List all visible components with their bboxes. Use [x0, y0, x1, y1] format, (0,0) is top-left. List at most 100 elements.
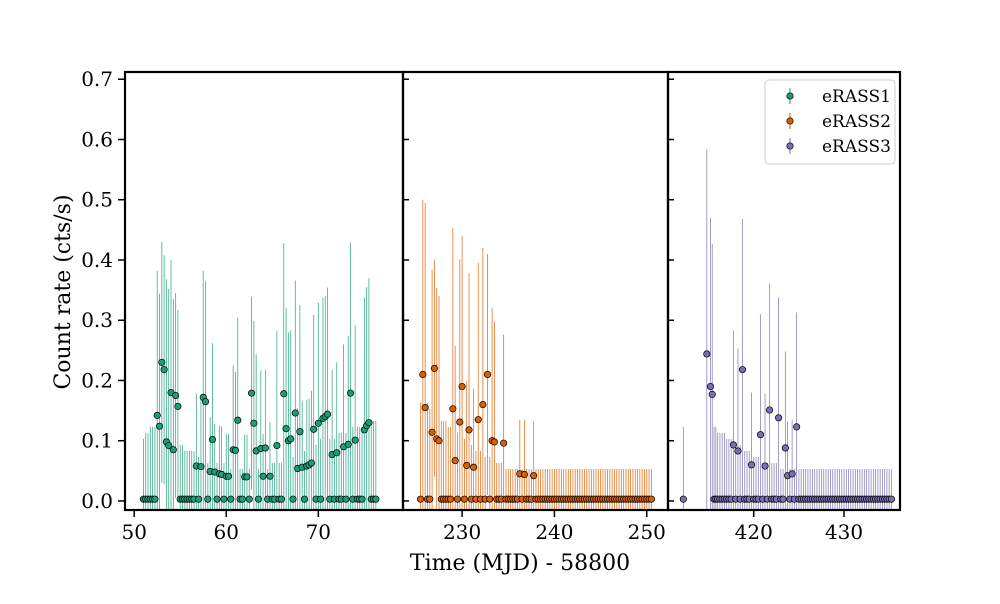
y-tick-label: 0.5 — [81, 188, 113, 212]
data-point — [220, 495, 228, 503]
data-point — [254, 495, 263, 503]
data-point — [456, 418, 464, 426]
data-point — [204, 495, 212, 503]
data-point — [238, 495, 246, 503]
data-point — [174, 402, 182, 410]
data-point — [342, 495, 350, 503]
data-point — [158, 358, 166, 366]
data-point — [747, 461, 756, 469]
data-point — [208, 435, 217, 444]
data-point — [449, 405, 457, 413]
data-point — [708, 390, 716, 398]
y-tick-label: 0.7 — [81, 67, 113, 91]
data-point — [153, 411, 161, 419]
x-axis-label: Time (MJD) - 58800 — [410, 551, 630, 576]
x-tick-label: 420 — [735, 520, 773, 544]
data-points — [416, 364, 655, 503]
panel-erass3: 420 430 — [668, 78, 895, 544]
legend-marker — [786, 142, 794, 150]
data-point — [280, 390, 288, 398]
legend: eRASS1 eRASS2 eRASS3 — [764, 79, 896, 165]
data-point — [421, 404, 429, 412]
y-axis-label: Count rate (cts/s) — [51, 194, 76, 389]
data-point — [197, 463, 205, 471]
data-point — [277, 495, 286, 503]
data-point — [165, 441, 173, 450]
data-point — [470, 463, 478, 471]
x-tick-label: 70 — [306, 520, 331, 544]
x-tick-label: 240 — [535, 520, 573, 544]
x-tick-label: 50 — [121, 520, 146, 544]
data-point — [225, 472, 233, 480]
data-point — [465, 426, 473, 434]
data-point — [458, 382, 466, 391]
y-tick-label: 0.0 — [81, 489, 113, 513]
y-tick-label: 0.2 — [81, 368, 113, 392]
data-point — [323, 410, 332, 418]
legend-marker — [786, 92, 794, 100]
data-point — [261, 444, 269, 452]
legend-label: eRASS2 — [822, 112, 891, 132]
data-point — [296, 428, 304, 436]
data-point — [775, 414, 783, 422]
x-tick-label: 250 — [628, 520, 666, 544]
data-point — [779, 495, 787, 503]
data-point — [447, 495, 455, 503]
data-point — [486, 495, 494, 503]
data-point — [500, 439, 508, 447]
data-point — [788, 470, 796, 478]
panels-layer: 50 60 70 230 240 250 420 430 0.0 0.1 0.2 0.3 0.4 0.5 0… — [81, 67, 902, 544]
legend-label: eRASS1 — [822, 87, 891, 107]
panel-erass2: 230 240 250 — [403, 78, 666, 544]
data-point — [282, 425, 290, 433]
data-point — [463, 461, 471, 469]
legend-marker — [786, 117, 794, 125]
data-point — [647, 495, 655, 503]
data-point — [419, 370, 427, 378]
y-tick-label: 0.3 — [81, 308, 113, 332]
data-point — [248, 389, 256, 397]
data-point — [761, 462, 769, 470]
data-point — [227, 495, 235, 503]
y-tick-label: 0.4 — [81, 248, 113, 272]
data-point — [243, 473, 251, 481]
data-point — [333, 449, 341, 457]
data-point — [201, 398, 210, 406]
data-points — [139, 358, 380, 503]
data-point — [351, 436, 359, 444]
data-point — [155, 422, 164, 430]
data-point — [273, 441, 281, 450]
data-point — [706, 382, 714, 391]
data-point — [793, 423, 801, 431]
data-point — [756, 431, 765, 439]
data-point — [344, 440, 352, 448]
x-tick-label: 230 — [443, 520, 481, 544]
data-point — [365, 419, 373, 427]
data-point — [300, 495, 309, 503]
data-point — [451, 457, 459, 465]
legend-label: eRASS3 — [822, 137, 891, 157]
data-point — [250, 419, 258, 427]
data-point — [887, 495, 895, 503]
data-point — [766, 406, 774, 414]
data-point — [307, 459, 315, 467]
data-point — [195, 495, 203, 503]
y-tick-label: 0.6 — [81, 127, 113, 151]
data-point — [738, 366, 747, 374]
data-point — [259, 472, 267, 480]
data-point — [703, 350, 711, 358]
legend-box — [764, 79, 896, 165]
data-point — [310, 425, 318, 433]
error-bars — [682, 149, 892, 510]
data-point — [151, 495, 159, 503]
data-point — [172, 391, 180, 400]
data-points — [679, 350, 895, 503]
data-point — [372, 495, 380, 503]
data-point — [245, 495, 253, 503]
data-point — [314, 419, 322, 427]
data-point — [781, 444, 789, 452]
data-point — [358, 495, 366, 503]
data-point — [460, 495, 468, 503]
